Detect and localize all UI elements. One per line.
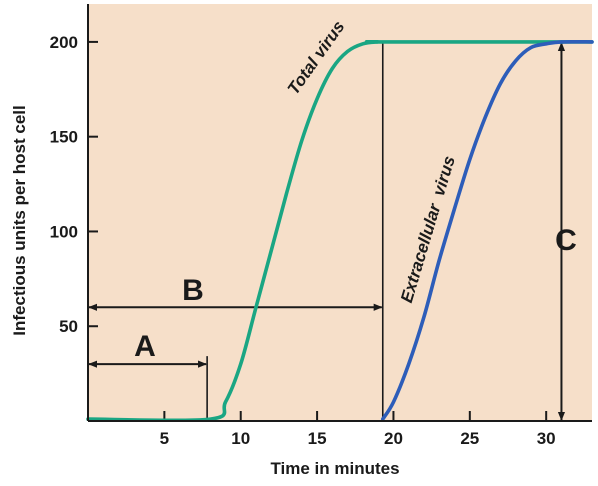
x-axis-title: Time in minutes bbox=[270, 459, 399, 478]
x-tick-label: 15 bbox=[308, 429, 327, 448]
y-axis-title: Infectious units per host cell bbox=[10, 105, 29, 335]
y-tick-label: 100 bbox=[50, 222, 78, 241]
annotation-label-a: A bbox=[134, 330, 156, 363]
x-axis-ticks: 5 10 15 20 25 30 bbox=[160, 411, 556, 448]
annotations bbox=[88, 41, 566, 421]
plot-background bbox=[88, 4, 592, 421]
y-tick-label: 150 bbox=[50, 128, 78, 147]
series-line-extracellular-virus bbox=[381, 39, 594, 421]
annotation-label-c: C bbox=[555, 224, 577, 257]
series bbox=[86, 39, 594, 423]
y-tick-label: 50 bbox=[59, 317, 78, 336]
x-tick-label: 10 bbox=[231, 429, 250, 448]
x-tick-label: 5 bbox=[160, 429, 169, 448]
series-line-total-virus bbox=[86, 39, 594, 423]
y-tick-label: 200 bbox=[50, 33, 78, 52]
x-tick-label: 20 bbox=[384, 429, 403, 448]
y-axis-ticks: 50 100 150 200 bbox=[50, 33, 98, 336]
annotation-label-b: B bbox=[182, 274, 204, 307]
x-tick-label: 30 bbox=[537, 429, 556, 448]
x-tick-label: 25 bbox=[460, 429, 479, 448]
